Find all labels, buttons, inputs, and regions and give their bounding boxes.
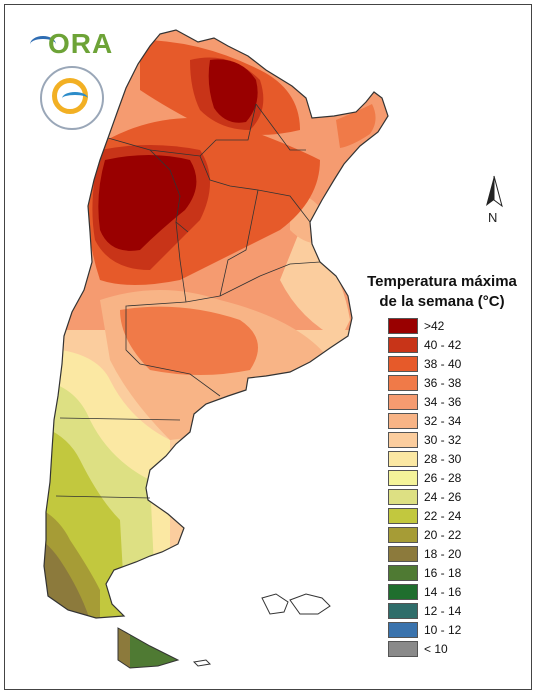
legend-item: 34 - 36 — [388, 394, 508, 410]
legend-item: 18 - 20 — [388, 546, 508, 562]
legend-swatch — [388, 603, 418, 619]
legend-item: 22 - 24 — [388, 508, 508, 524]
legend-swatch — [388, 375, 418, 391]
tierra-del-fuego-outline — [117, 627, 180, 669]
legend-label: 14 - 16 — [424, 585, 462, 599]
legend-item: 12 - 14 — [388, 603, 508, 619]
legend-item: 28 - 30 — [388, 451, 508, 467]
legend-item: 30 - 32 — [388, 432, 508, 448]
map-frame — [4, 4, 532, 690]
legend-item: 20 - 22 — [388, 527, 508, 543]
legend-label: 24 - 26 — [424, 490, 462, 504]
legend-item: 16 - 18 — [388, 565, 508, 581]
malvinas-islands — [261, 593, 331, 615]
legend-label: 10 - 12 — [424, 623, 462, 637]
legend-title-line1: Temperatura máxima — [367, 273, 517, 290]
legend-swatch — [388, 337, 418, 353]
legend-item: >42 — [388, 318, 508, 334]
legend-label: 18 - 20 — [424, 547, 462, 561]
legend-swatch — [388, 413, 418, 429]
legend-label: 34 - 36 — [424, 395, 462, 409]
ora-logo: ORA — [30, 28, 112, 59]
legend-label: 32 - 34 — [424, 414, 462, 428]
legend-label: 22 - 24 — [424, 509, 462, 523]
legend-swatch — [388, 622, 418, 638]
legend-item: 10 - 12 — [388, 622, 508, 638]
legend-swatch — [388, 451, 418, 467]
legend-item: 14 - 16 — [388, 584, 508, 600]
legend-label: 36 - 38 — [424, 376, 462, 390]
legend-item: 36 - 38 — [388, 375, 508, 391]
legend-item: 38 - 40 — [388, 356, 508, 372]
legend-swatch — [388, 318, 418, 334]
legend-title: Temperatura máxima de la semana (°C) — [342, 272, 538, 312]
legend-label: 12 - 14 — [424, 604, 462, 618]
country-outline — [43, 29, 389, 619]
legend-label: 38 - 40 — [424, 357, 462, 371]
legend-label: 26 - 28 — [424, 471, 462, 485]
seal-wave-icon — [62, 92, 88, 105]
legend-label: 40 - 42 — [424, 338, 462, 352]
legend-swatch — [388, 470, 418, 486]
north-arrow: N — [478, 172, 518, 232]
north-label: N — [488, 210, 498, 225]
legend-label: 20 - 22 — [424, 528, 462, 542]
ora-logo-text: ORA — [48, 28, 114, 59]
legend-swatch — [388, 565, 418, 581]
legend-swatch — [388, 489, 418, 505]
legend-swatch — [388, 584, 418, 600]
legend-label: 30 - 32 — [424, 433, 462, 447]
legend-item: 40 - 42 — [388, 337, 508, 353]
north-arrow-icon — [486, 175, 503, 208]
legend-label: 28 - 30 — [424, 452, 462, 466]
legend-swatch — [388, 641, 418, 657]
legend-swatch — [388, 527, 418, 543]
legend-swatch — [388, 356, 418, 372]
smn-seal-logo — [40, 66, 104, 130]
legend-swatch — [388, 546, 418, 562]
legend-swatch — [388, 508, 418, 524]
legend-item: 32 - 34 — [388, 413, 508, 429]
ora-swoosh-icon — [30, 36, 56, 53]
province-borders — [55, 103, 321, 499]
legend-item: < 10 — [388, 641, 508, 657]
legend-swatch — [388, 432, 418, 448]
legend-swatch — [388, 394, 418, 410]
legend-item: 24 - 26 — [388, 489, 508, 505]
tierra-del-fuego-fill — [118, 628, 178, 668]
legend-label: 16 - 18 — [424, 566, 462, 580]
legend-item: 26 - 28 — [388, 470, 508, 486]
isla-de-los-estados — [192, 659, 212, 667]
legend-label: < 10 — [424, 642, 448, 656]
legend-title-line2: de la semana (°C) — [379, 293, 505, 310]
legend-label: >42 — [424, 319, 445, 333]
